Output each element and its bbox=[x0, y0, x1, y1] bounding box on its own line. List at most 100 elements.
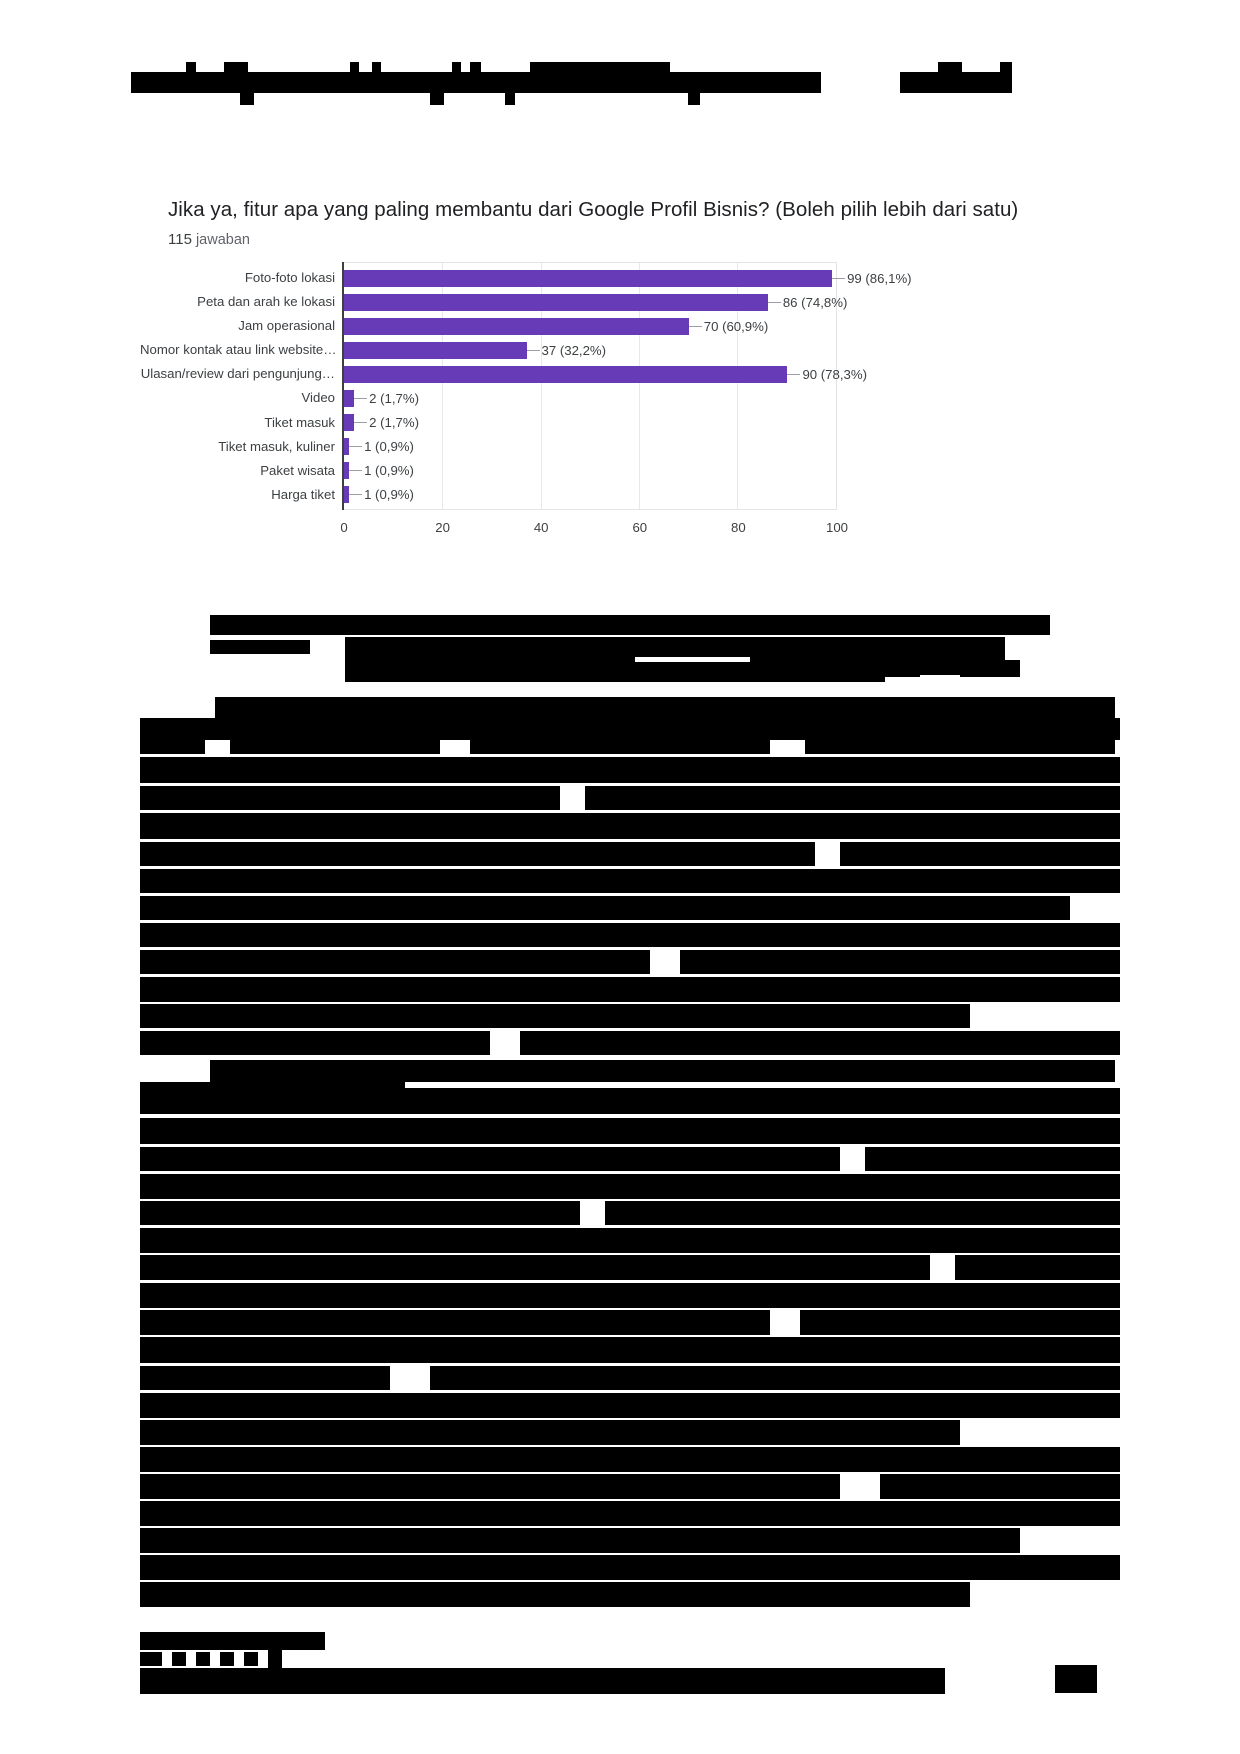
redaction-block bbox=[880, 660, 920, 677]
redaction-block bbox=[140, 1174, 1120, 1199]
category-label: Peta dan arah ke lokasi bbox=[197, 294, 335, 310]
redaction-block bbox=[230, 724, 440, 754]
bar-callout: 2 (1,7%) bbox=[354, 415, 419, 430]
redaction-block bbox=[210, 615, 1050, 635]
redaction-block bbox=[140, 1147, 840, 1171]
redaction-block bbox=[140, 786, 560, 810]
redaction-block bbox=[140, 896, 1070, 920]
category-label: Jam operasional bbox=[238, 318, 335, 334]
bar[interactable] bbox=[344, 390, 355, 408]
leader-line bbox=[526, 349, 540, 351]
x-tick-label: 80 bbox=[731, 520, 746, 535]
bar[interactable] bbox=[344, 341, 527, 359]
redaction-block bbox=[140, 1228, 1120, 1253]
bar-row: 2 (1,7%) bbox=[344, 386, 1020, 410]
redaction-block bbox=[140, 757, 1120, 783]
plot-area: 99 (86,1%) 86 (74,8%) bbox=[342, 262, 1020, 510]
redaction-block bbox=[140, 724, 205, 754]
redaction-block bbox=[605, 1201, 1120, 1225]
bar-value-label: 90 (78,3%) bbox=[802, 366, 867, 382]
bar[interactable] bbox=[344, 462, 350, 480]
redaction-block bbox=[140, 1201, 580, 1225]
bar-row: 90 (78,3%) bbox=[344, 362, 1020, 386]
bar[interactable] bbox=[344, 414, 355, 432]
redaction-block bbox=[244, 1652, 258, 1666]
redaction-block bbox=[140, 1668, 945, 1694]
x-tick-label: 40 bbox=[533, 520, 549, 535]
bar-callout: 2 (1,7%) bbox=[354, 391, 419, 406]
bar-callout: 90 (78,3%) bbox=[787, 367, 867, 382]
redaction-block bbox=[140, 1632, 325, 1650]
question-title: Jika ya, fitur apa yang paling membantu … bbox=[168, 198, 1019, 221]
bar-callout: 1 (0,9%) bbox=[349, 439, 414, 454]
redaction-block bbox=[140, 1088, 1120, 1114]
bar[interactable] bbox=[344, 269, 833, 287]
bar-value-label: 70 (60,9%) bbox=[703, 318, 769, 334]
redaction-block bbox=[140, 1582, 970, 1607]
x-tick-label: 0 bbox=[340, 520, 348, 535]
chart-plot-body: Foto-foto lokasi Peta dan arah ke lokasi… bbox=[140, 262, 1020, 510]
bar-value-label: 2 (1,7%) bbox=[369, 391, 419, 407]
category-label: Foto-foto lokasi bbox=[244, 270, 335, 285]
bar-chart: Foto-foto lokasi Peta dan arah ke lokasi… bbox=[140, 262, 1020, 562]
redaction-block bbox=[470, 62, 481, 73]
question-block: Jika ya, fitur apa yang paling membantu … bbox=[168, 196, 1108, 250]
redaction-block bbox=[172, 1652, 186, 1666]
redaction-block bbox=[452, 62, 461, 73]
redaction-block bbox=[140, 813, 1120, 839]
bar-callout: 99 (86,1%) bbox=[832, 271, 912, 286]
category-label: Video bbox=[301, 390, 336, 406]
redaction-block bbox=[140, 1366, 390, 1390]
redaction-block bbox=[140, 1283, 1120, 1308]
bar[interactable] bbox=[344, 317, 689, 335]
redaction-block bbox=[140, 950, 650, 974]
redaction-block bbox=[140, 1393, 1120, 1418]
bar-callout: 1 (0,9%) bbox=[349, 463, 414, 478]
bar[interactable] bbox=[344, 438, 350, 456]
redaction-block bbox=[140, 1118, 1120, 1144]
bar-value-label: 1 (0,9%) bbox=[364, 439, 414, 455]
redaction-block bbox=[688, 93, 700, 105]
leader-line bbox=[354, 398, 368, 400]
redaction-block bbox=[140, 1501, 1120, 1526]
redaction-block bbox=[955, 1255, 1120, 1280]
redaction-block bbox=[140, 1337, 1120, 1363]
category-label: Tiket masuk bbox=[264, 414, 335, 430]
bar[interactable] bbox=[344, 293, 768, 311]
redaction-block bbox=[1055, 1665, 1097, 1693]
bar[interactable] bbox=[344, 365, 788, 383]
redaction-block bbox=[140, 923, 1120, 947]
bar-value-label: 86 (74,8%) bbox=[782, 294, 848, 310]
x-axis: 0 20 40 60 80 100 bbox=[340, 510, 1020, 544]
bar-value-label: 99 (86,1%) bbox=[847, 270, 912, 286]
redaction-block bbox=[140, 1255, 930, 1280]
redaction-block bbox=[210, 640, 310, 654]
gridline bbox=[540, 263, 542, 509]
bar-series: 99 (86,1%) 86 (74,8%) bbox=[344, 262, 1020, 510]
redaction-block bbox=[140, 977, 1120, 1002]
redaction-block bbox=[865, 1147, 1120, 1171]
redaction-block bbox=[140, 1420, 960, 1445]
redaction-block bbox=[505, 93, 515, 105]
redaction-block bbox=[345, 662, 885, 682]
bar[interactable] bbox=[344, 486, 350, 504]
leader-line bbox=[349, 494, 363, 496]
redaction-block bbox=[140, 1474, 840, 1499]
bar-row: 2 (1,7%) bbox=[344, 411, 1020, 435]
redaction-block bbox=[648, 62, 658, 73]
bar-value-label: 2 (1,7%) bbox=[369, 415, 419, 431]
redaction-block bbox=[680, 950, 1120, 974]
leader-line bbox=[787, 373, 801, 375]
redaction-block bbox=[140, 1555, 1120, 1580]
redaction-block bbox=[268, 1648, 282, 1670]
x-tick-label: 60 bbox=[632, 520, 648, 535]
response-count: 115 bbox=[168, 230, 192, 248]
leader-line bbox=[688, 325, 702, 327]
redaction-block bbox=[140, 842, 815, 866]
redaction-block bbox=[470, 724, 770, 754]
redaction-block bbox=[430, 93, 444, 105]
bar-value-label: 1 (0,9%) bbox=[364, 463, 414, 479]
bar-row: 37 (32,2%) bbox=[344, 338, 1020, 362]
redaction-block bbox=[140, 1447, 1120, 1472]
